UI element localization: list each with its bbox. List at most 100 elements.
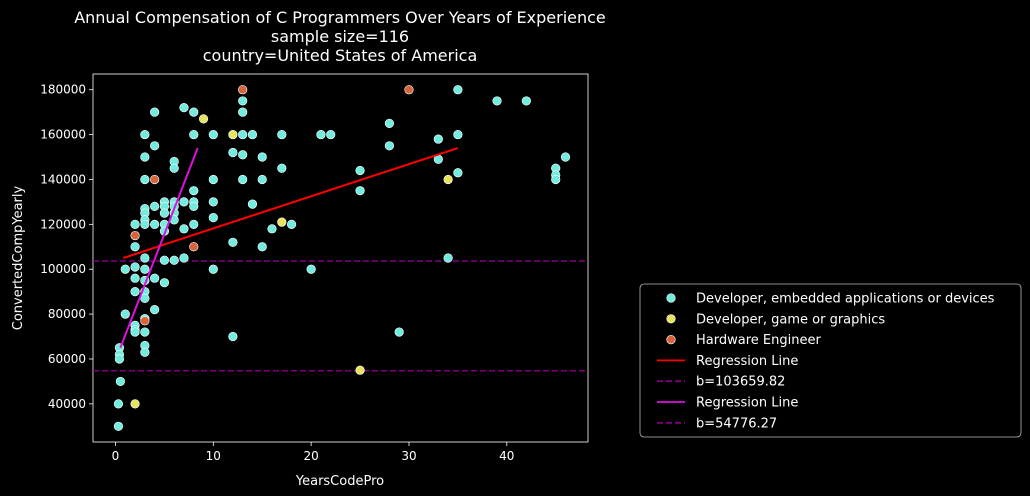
data-point [189,129,199,140]
data-point [114,354,125,364]
data-point [257,242,267,252]
data-point [150,141,160,151]
data-point [159,278,170,288]
data-point [113,421,124,431]
data-point [140,219,150,229]
data-point [238,96,248,106]
data-point [228,237,238,247]
data-point [130,262,140,272]
data-point [208,264,218,274]
legend-marker [666,314,676,324]
x-axis: 0 10 20 30 40 [112,442,514,463]
x-tick-label: 20 [304,449,319,463]
legend-marker [666,335,676,345]
data-point [286,219,297,229]
regression-line [123,147,459,259]
data-point [238,150,248,160]
data-point [306,264,316,274]
data-point [355,365,365,375]
x-axis-label: YearsCodePro [295,474,384,489]
x-tick-label: 30 [401,449,416,463]
data-point [443,253,453,263]
regression-line [119,147,199,349]
data-point [453,85,463,95]
data-point [140,293,150,303]
y-tick-label: 80000 [48,307,86,321]
data-point [208,174,218,185]
data-point [257,174,267,185]
data-point [238,174,248,185]
data-point [150,219,160,229]
data-point [140,253,150,263]
data-point [433,134,443,144]
data-point [198,114,209,124]
legend: Developer, embedded applications or devi… [639,283,1022,438]
data-point [355,186,365,196]
legend-label: Regression Line [696,354,798,369]
scatter-points [113,85,571,431]
data-point [130,287,140,297]
data-point [140,264,150,274]
data-point [238,107,248,117]
data-point [257,152,267,162]
data-point [316,129,326,140]
legend-label: Developer, embedded applications or devi… [696,292,995,307]
data-point [228,129,238,140]
data-point [560,152,571,162]
y-axis-label: ConvertedCompYearly [11,185,26,330]
data-point [140,152,150,162]
chart-title: Annual Compensation of C Programmers Ove… [74,8,606,65]
y-tick-label: 140000 [40,172,86,186]
data-point [140,327,150,337]
data-point [120,309,130,319]
y-tick-label: 120000 [40,217,86,231]
y-tick-label: 100000 [40,262,86,276]
legend-label: Hardware Engineer [696,333,821,348]
data-point [384,118,395,128]
data-point [130,230,140,241]
x-tick-label: 10 [206,449,221,463]
data-point [169,255,179,265]
chart-title-line: sample size=116 [271,27,409,46]
data-point [140,316,150,326]
data-point [179,224,189,234]
legend-box [639,283,1022,438]
legend-label: b=54776.27 [696,416,777,431]
y-tick-label: 60000 [48,352,86,366]
data-point [120,264,130,274]
data-point [247,199,258,209]
data-point [150,107,160,117]
data-point [130,242,140,252]
legend-marker [666,293,676,303]
data-point [208,197,218,207]
data-point [179,197,189,207]
legend-label: b=103659.82 [696,375,785,390]
data-point [247,129,258,140]
data-point [521,96,531,106]
data-point [140,174,150,185]
data-point [130,219,140,229]
data-point [394,327,404,337]
data-point [208,129,218,140]
data-point [384,141,395,151]
data-point [326,129,336,140]
data-point [189,219,199,229]
data-point [238,129,248,140]
y-tick-label: 40000 [48,397,86,411]
data-point [159,208,170,218]
data-point [140,129,150,140]
data-point [130,273,140,283]
data-point [179,103,189,113]
data-point [551,174,561,185]
data-point [189,242,199,252]
data-point [355,165,365,176]
data-point [150,305,160,315]
data-point [228,331,238,342]
data-point [150,201,160,211]
data-point [169,163,179,173]
data-point [115,376,125,387]
y-tick-label: 160000 [40,128,86,142]
data-point [453,129,463,140]
data-point [113,399,124,409]
